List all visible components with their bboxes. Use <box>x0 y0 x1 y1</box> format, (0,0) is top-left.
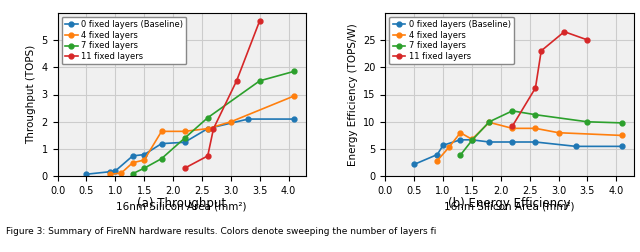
0 fixed layers (Baseline) <box>618 145 626 148</box>
7 fixed layers <box>256 79 264 82</box>
4 fixed layers <box>532 127 540 130</box>
7 fixed layers <box>204 116 212 119</box>
Line: 7 fixed layers: 7 fixed layers <box>458 108 625 158</box>
Y-axis label: Throughput (TOPS): Throughput (TOPS) <box>26 45 36 144</box>
0 fixed layers (Baseline) <box>410 163 418 166</box>
0 fixed layers (Baseline) <box>456 138 464 141</box>
0 fixed layers (Baseline) <box>111 169 119 172</box>
4 fixed layers <box>618 134 626 137</box>
11 fixed layers <box>532 86 540 89</box>
11 fixed layers <box>538 49 545 52</box>
Text: Figure 3: Summary of FireNN hardware results. Colors denote sweeping the number : Figure 3: Summary of FireNN hardware res… <box>6 227 436 236</box>
7 fixed layers <box>485 120 493 123</box>
Line: 0 fixed layers (Baseline): 0 fixed layers (Baseline) <box>84 117 297 177</box>
Line: 7 fixed layers: 7 fixed layers <box>130 69 297 176</box>
0 fixed layers (Baseline) <box>157 142 165 145</box>
11 fixed layers <box>233 79 241 82</box>
7 fixed layers <box>180 137 188 140</box>
Line: 4 fixed layers: 4 fixed layers <box>107 93 297 177</box>
X-axis label: 16nm Silicon Area (mm²): 16nm Silicon Area (mm²) <box>116 202 247 212</box>
7 fixed layers <box>456 153 464 156</box>
7 fixed layers <box>140 167 148 170</box>
Text: (b) Energy Efficiency: (b) Energy Efficiency <box>448 197 571 210</box>
0 fixed layers (Baseline) <box>468 138 476 141</box>
0 fixed layers (Baseline) <box>204 127 212 130</box>
Line: 4 fixed layers: 4 fixed layers <box>435 120 625 163</box>
4 fixed layers <box>509 127 516 130</box>
0 fixed layers (Baseline) <box>572 145 580 148</box>
4 fixed layers <box>555 131 563 134</box>
4 fixed layers <box>106 173 113 176</box>
7 fixed layers <box>509 109 516 112</box>
0 fixed layers (Baseline) <box>485 141 493 144</box>
Legend: 0 fixed layers (Baseline), 4 fixed layers, 7 fixed layers, 11 fixed layers: 0 fixed layers (Baseline), 4 fixed layer… <box>390 17 514 65</box>
7 fixed layers <box>291 70 298 73</box>
0 fixed layers (Baseline) <box>129 154 136 158</box>
4 fixed layers <box>140 159 148 162</box>
Text: (a) Throughput: (a) Throughput <box>137 197 227 210</box>
11 fixed layers <box>256 19 264 22</box>
11 fixed layers <box>180 167 188 170</box>
7 fixed layers <box>157 157 165 160</box>
0 fixed layers (Baseline) <box>509 141 516 144</box>
11 fixed layers <box>204 154 212 158</box>
0 fixed layers (Baseline) <box>433 153 441 156</box>
4 fixed layers <box>180 130 188 133</box>
4 fixed layers <box>129 161 136 164</box>
7 fixed layers <box>584 120 591 123</box>
11 fixed layers <box>210 127 218 130</box>
0 fixed layers (Baseline) <box>439 144 447 147</box>
4 fixed layers <box>433 159 441 162</box>
0 fixed layers (Baseline) <box>244 117 252 121</box>
Line: 11 fixed layers: 11 fixed layers <box>182 18 262 171</box>
0 fixed layers (Baseline) <box>291 117 298 121</box>
7 fixed layers <box>129 172 136 175</box>
Y-axis label: Energy Efficiency (TOPS/W): Energy Efficiency (TOPS/W) <box>348 23 358 166</box>
4 fixed layers <box>291 94 298 97</box>
4 fixed layers <box>117 172 125 175</box>
4 fixed layers <box>204 127 212 130</box>
0 fixed layers (Baseline) <box>140 153 148 156</box>
11 fixed layers <box>584 38 591 41</box>
11 fixed layers <box>561 30 568 33</box>
0 fixed layers (Baseline) <box>180 141 188 144</box>
Legend: 0 fixed layers (Baseline), 4 fixed layers, 7 fixed layers, 11 fixed layers: 0 fixed layers (Baseline), 4 fixed layer… <box>62 17 186 65</box>
4 fixed layers <box>227 120 235 123</box>
11 fixed layers <box>509 125 516 128</box>
4 fixed layers <box>485 121 493 124</box>
7 fixed layers <box>532 113 540 116</box>
7 fixed layers <box>468 139 476 142</box>
7 fixed layers <box>618 121 626 124</box>
X-axis label: 16nm Silicon Area (mm²): 16nm Silicon Area (mm²) <box>444 202 575 212</box>
4 fixed layers <box>468 138 476 141</box>
4 fixed layers <box>157 130 165 133</box>
0 fixed layers (Baseline) <box>106 170 113 173</box>
4 fixed layers <box>445 146 452 149</box>
4 fixed layers <box>456 131 464 134</box>
Line: 11 fixed layers: 11 fixed layers <box>510 29 590 129</box>
Line: 0 fixed layers (Baseline): 0 fixed layers (Baseline) <box>412 137 625 167</box>
0 fixed layers (Baseline) <box>83 173 90 176</box>
0 fixed layers (Baseline) <box>532 141 540 144</box>
